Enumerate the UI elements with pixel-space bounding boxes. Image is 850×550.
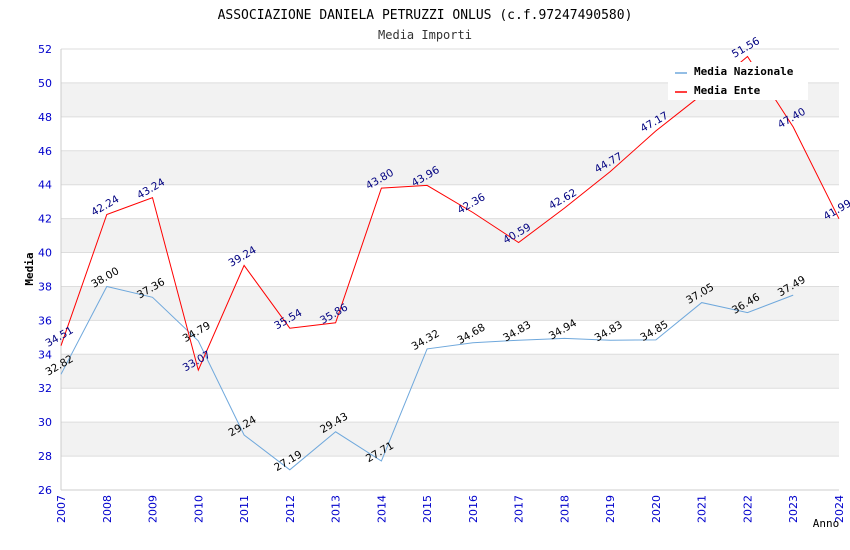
y-tick-label: 52 [38, 43, 52, 56]
y-tick-label: 48 [38, 111, 52, 124]
y-tick-label: 50 [38, 77, 52, 90]
y-tick-label: 40 [38, 247, 52, 260]
grid-band [61, 286, 839, 321]
y-tick-labels: 26 28 30 32 34 36 38 40 42 44 46 48 50 52 [38, 43, 52, 497]
y-tick-label: 36 [38, 314, 52, 327]
plot-area [61, 49, 839, 490]
x-tick-label: 2023 [787, 495, 800, 523]
axes [60, 49, 839, 491]
y-axis-label: Media [23, 252, 36, 285]
y-tick-label: 42 [38, 213, 52, 226]
legend-entry-media-ente: Media Ente [694, 84, 761, 97]
y-tick-label: 34 [38, 348, 52, 361]
x-tick-label: 2020 [650, 495, 663, 523]
y-tick-label: 44 [38, 179, 52, 192]
x-tick-label: 2024 [833, 495, 846, 523]
y-tick-label: 26 [38, 484, 52, 497]
x-tick-label: 2013 [330, 495, 343, 523]
chart-subtitle: Media Importi [378, 28, 472, 42]
x-tick-label: 2010 [192, 495, 205, 523]
series-line-media-nazionale [60, 285, 794, 471]
grid-band [61, 150, 839, 185]
x-tick-labels: 2007 2008 2009 2010 2011 2012 2013 2014 2015 2016… [55, 495, 846, 523]
x-tick-label: 2009 [147, 495, 160, 523]
x-tick-label: 2016 [467, 495, 480, 523]
x-tick-label: 2007 [55, 495, 68, 523]
x-tick-label: 2019 [604, 495, 617, 523]
x-tick-label: 2014 [375, 495, 388, 523]
x-tick-label: 2021 [696, 495, 709, 523]
grid-band [61, 218, 839, 253]
x-tick-label: 2017 [513, 495, 526, 523]
x-tick-label: 2015 [421, 495, 434, 523]
y-tick-label: 32 [38, 382, 52, 395]
x-tick-label: 2008 [101, 495, 114, 523]
chart-title: ASSOCIAZIONE DANIELA PETRUZZI ONLUS (c.f… [218, 8, 633, 23]
grid-band [61, 354, 839, 389]
y-tick-label: 46 [38, 145, 52, 158]
legend: Media Nazionale Media Ente [668, 62, 808, 100]
legend-entry-media-nazionale: Media Nazionale [694, 65, 794, 78]
x-tick-label: 2012 [284, 495, 297, 523]
legend-box [668, 62, 808, 100]
y-tick-label: 28 [38, 450, 52, 463]
grid-band [61, 422, 839, 457]
x-tick-label: 2018 [558, 495, 571, 523]
x-axis-label: Anno [813, 517, 840, 530]
x-tick-label: 2022 [741, 495, 754, 523]
y-tick-label: 30 [38, 416, 52, 429]
x-tick-label: 2011 [238, 495, 251, 523]
plot-background [61, 49, 839, 490]
y-tick-label: 38 [38, 280, 52, 293]
